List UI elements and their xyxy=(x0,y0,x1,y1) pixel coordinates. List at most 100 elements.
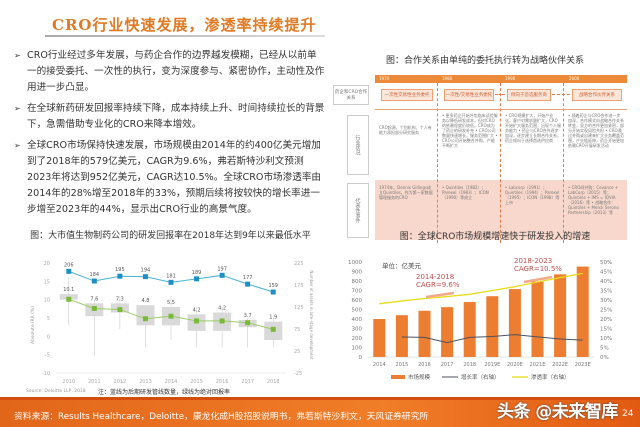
svg-text:100: 100 xyxy=(352,346,363,352)
svg-text:10%: 10% xyxy=(600,336,612,342)
status-cell: • CRO规模扩大，开始产业化，客户对需求量扩大，CRO开始扩大服务范围，出现个… xyxy=(505,113,561,143)
page-title: CRO行业快速发展，渗透率持续提升 xyxy=(52,16,317,34)
svg-text:10.1: 10.1 xyxy=(63,287,74,293)
timeline-bar xyxy=(375,75,627,83)
svg-text:15%: 15% xyxy=(600,327,612,333)
svg-text:4.8: 4.8 xyxy=(141,298,149,304)
svg-text:2016: 2016 xyxy=(216,379,229,385)
svg-text:5%: 5% xyxy=(600,346,609,352)
svg-text:20%: 20% xyxy=(600,317,612,323)
divider xyxy=(437,83,438,243)
divider xyxy=(375,109,627,110)
svg-text:800: 800 xyxy=(352,279,363,285)
svg-text:206: 206 xyxy=(64,262,74,268)
svg-text:2010: 2010 xyxy=(62,379,75,385)
svg-text:2018: 2018 xyxy=(463,362,476,368)
svg-text:197: 197 xyxy=(217,266,227,272)
svg-text:45%: 45% xyxy=(600,270,612,276)
divider xyxy=(500,83,501,243)
svg-text:400: 400 xyxy=(352,317,363,323)
svg-text:225: 225 xyxy=(294,261,304,267)
svg-text:189: 189 xyxy=(192,270,202,276)
bullet-list: ➢ CRO行业经过多年发展，与药企合作的边界越发模糊，已经从以前单一的接受委托、… xyxy=(14,48,326,223)
svg-text:3.7: 3.7 xyxy=(244,313,252,319)
svg-text:2012: 2012 xyxy=(114,379,127,385)
svg-text:5: 5 xyxy=(47,316,50,322)
svg-text:2021E: 2021E xyxy=(530,362,546,368)
bullet-item: ➢ 全球CRO市场保持快速发展，市场规模由2014年的约400亿美元增加到了20… xyxy=(14,138,326,218)
stage-box: 倾向于首选服务商 xyxy=(507,89,551,101)
bullet-text: 全球CRO市场保持快速发展，市场规模由2014年的约400亿美元增加到了2018… xyxy=(27,140,321,215)
svg-text:175: 175 xyxy=(294,283,304,289)
event-cell: • Labcorp（1991）；Quintiles（1994）；Parexel（… xyxy=(505,185,560,205)
svg-text:增长率（右轴）: 增长率（右轴） xyxy=(461,373,500,381)
title-underline xyxy=(45,35,325,37)
svg-text:-25: -25 xyxy=(294,371,302,377)
right-chart-caption: 图：全球CRO市场规模增速快于研发投入的增速 xyxy=(399,232,591,242)
bullet-arrow-icon: ➢ xyxy=(14,104,21,113)
watermark: 头条 @未来智库 xyxy=(497,402,618,422)
svg-text:2020E: 2020E xyxy=(507,362,523,368)
svg-text:700: 700 xyxy=(352,289,363,295)
timeline-year: 1990 xyxy=(505,76,516,81)
left-chart-source: Source: Deloitte LLP, 2018 xyxy=(26,389,86,394)
svg-text:2018-2023: 2018-2023 xyxy=(514,257,552,265)
svg-text:2014: 2014 xyxy=(373,362,386,368)
timeline-year: 1970 xyxy=(379,76,390,81)
row-label-events: 代表性事件 xyxy=(347,183,369,238)
stage-box: 一次性/交易性业务委托 xyxy=(444,89,494,101)
diagram-caption: 图：合作关系由单纯的委托执行转为战略伙伴关系 xyxy=(385,56,584,66)
svg-text:2019E: 2019E xyxy=(484,362,500,368)
svg-text:CAGR=10.5%: CAGR=10.5% xyxy=(514,265,562,273)
svg-text:7.6: 7.6 xyxy=(90,296,98,302)
partnership-diagram: 1970 1980 1990 2000 药企和CRO合作关系 行业状况 代表性事… xyxy=(333,75,627,250)
cro-market-chart: 0 100 200 300 400 500 600 700 800 900 1000 0% 5% 10% 1… xyxy=(348,257,612,381)
divider xyxy=(563,83,564,243)
svg-text:177: 177 xyxy=(243,275,253,281)
svg-text:25: 25 xyxy=(294,349,300,355)
stage-box: 战略合作伙伴关系 xyxy=(572,89,622,101)
bullet-arrow-icon: ➢ xyxy=(14,51,21,60)
svg-text:50%: 50% xyxy=(600,260,612,266)
event-cell: • Quintiles（1982）；Parexel（1983）；ICON（199… xyxy=(442,185,489,200)
stage-arrow xyxy=(552,94,570,95)
svg-text:市场规模: 市场规模 xyxy=(408,373,431,381)
row-label-status: 行业状况 xyxy=(347,115,369,175)
svg-text:Absolute IRR (%): Absolute IRR (%) xyxy=(30,306,36,344)
svg-text:195: 195 xyxy=(115,267,125,273)
event-cell: • CRO间并购：Covance + LabCorp（2015）等；Quinti… xyxy=(568,185,619,215)
status-cell: CRO起源，个别机构、个人有能力承担部分研究服务 xyxy=(379,125,432,135)
rd-return-chart: -10 -5 0 5 10 15 20 -25 25 75 125 175 225 Absolute IR… xyxy=(30,261,314,385)
chart-plot-area: -10 -5 0 5 10 15 20 -25 25 75 125 175 225 Absolute IR… xyxy=(30,261,314,385)
svg-text:2017: 2017 xyxy=(441,362,454,368)
svg-text:单位：亿美元: 单位：亿美元 xyxy=(382,261,422,270)
svg-text:15: 15 xyxy=(44,279,50,285)
svg-text:-10: -10 xyxy=(42,371,50,377)
svg-text:75: 75 xyxy=(294,327,300,333)
event-cell: 1974年，Dennis Gillings成立Quintiles，作为第一家数据… xyxy=(379,185,433,200)
svg-text:2022E: 2022E xyxy=(552,362,568,368)
bullet-item: ➢ 在全球新药研发回报率持续下降，成本持续上升、时间持续拉长的背景下，急需借助专… xyxy=(14,101,326,133)
status-cell: • 随着药企与CRO合作进一步加深，合作模式向战略合作关系转变，双方的合作更加紧… xyxy=(568,113,624,148)
bullet-arrow-icon: ➢ xyxy=(14,141,21,150)
timeline-year: 2000 xyxy=(569,76,580,81)
left-chart-caption: 图：大市值生物制药公司的研发回报率在2018年达到9年以来最低水平 xyxy=(30,231,311,241)
svg-text:2013: 2013 xyxy=(139,379,152,385)
chart-plot-area: 0 100 200 300 400 500 600 700 800 900 1000 0% 5% 10% 1… xyxy=(348,257,612,381)
svg-text:2017: 2017 xyxy=(241,379,254,385)
footer-bar: 资料来源：Results Healthcare，Deloitte，康龙化成H股招… xyxy=(0,397,640,427)
svg-text:CAGR=9.6%: CAGR=9.6% xyxy=(416,281,460,289)
svg-text:600: 600 xyxy=(352,298,363,304)
svg-text:30%: 30% xyxy=(600,298,612,304)
svg-text:1.9: 1.9 xyxy=(269,315,277,321)
row-label-relationship: 药企和CRO合作关系 xyxy=(333,85,369,105)
svg-text:渗透率（右轴）: 渗透率（右轴） xyxy=(531,373,570,381)
svg-text:2011: 2011 xyxy=(88,379,101,385)
svg-text:7.3: 7.3 xyxy=(116,296,124,302)
svg-text:-5: -5 xyxy=(45,353,50,359)
svg-text:0: 0 xyxy=(47,334,50,340)
svg-text:5.5: 5.5 xyxy=(167,300,175,306)
svg-text:2015: 2015 xyxy=(396,362,409,368)
bullet-text: CRO行业经过多年发展，与药企合作的边界越发模糊，已经从以前单一的接受委托、一次… xyxy=(27,50,325,93)
